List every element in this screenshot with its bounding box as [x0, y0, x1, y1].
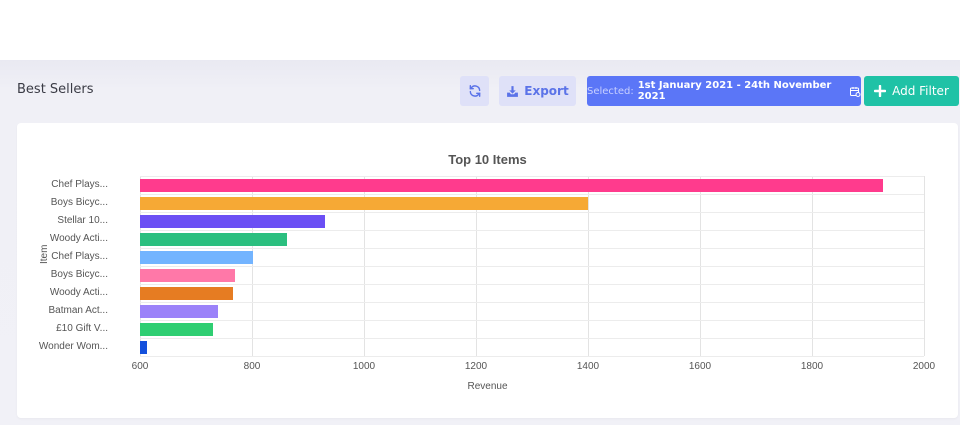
date-range-value: 1st January 2021 - 24th November 2021	[637, 80, 832, 102]
y-gridline	[140, 248, 924, 249]
date-range-button[interactable]: Selected: 1st January 2021 - 24th Novemb…	[587, 76, 861, 106]
x-tick-label: 800	[243, 361, 261, 372]
y-tick-label: Boys Bicyc...	[50, 197, 108, 208]
y-tick-label: Wonder Wom...	[38, 341, 108, 352]
bar[interactable]	[140, 268, 236, 282]
y-gridline	[140, 266, 924, 267]
chart-card: Top 10 Items Item 600 800 1000 1200 1400 1600…	[17, 123, 958, 418]
top-bar	[0, 0, 960, 60]
y-tick-label: Woody Acti...	[49, 233, 108, 244]
bar[interactable]	[140, 286, 233, 300]
add-filter-label: Add Filter	[892, 84, 949, 98]
export-button[interactable]: Export	[499, 76, 576, 106]
x-tick-label: 1000	[352, 361, 376, 372]
y-gridline	[140, 176, 924, 177]
y-gridline	[140, 320, 924, 321]
x-tick-label: 1200	[464, 361, 488, 372]
calendar-icon	[850, 86, 861, 97]
x-tick-label: 1800	[800, 361, 824, 372]
y-gridline	[140, 284, 924, 285]
download-tray-icon	[507, 85, 519, 97]
refresh-icon	[469, 85, 480, 97]
x-gridline	[924, 176, 925, 356]
y-gridline	[140, 338, 924, 339]
y-tick-label: £10 Gift V...	[56, 323, 108, 334]
add-filter-button[interactable]: Add Filter	[864, 76, 959, 106]
y-tick-label: Boys Bicyc...	[50, 269, 108, 280]
y-gridline	[140, 212, 924, 213]
bar[interactable]	[140, 340, 147, 354]
content-area: Best Sellers Export Selected: 1st Januar…	[0, 60, 960, 425]
page-title: Best Sellers	[17, 82, 94, 97]
y-gridline	[140, 194, 924, 195]
y-tick-label: Stellar 10...	[57, 215, 108, 226]
date-prefix: Selected:	[587, 85, 634, 97]
bar[interactable]	[140, 322, 213, 336]
x-tick-label: 1600	[688, 361, 712, 372]
y-gridline	[140, 230, 924, 231]
bar[interactable]	[140, 196, 588, 210]
bar[interactable]	[140, 214, 325, 228]
refresh-button[interactable]	[460, 76, 489, 106]
y-tick-label: Chef Plays...	[51, 179, 108, 190]
y-gridline	[140, 302, 924, 303]
x-axis-title: Revenue	[467, 381, 508, 392]
bar[interactable]	[140, 178, 884, 192]
bar[interactable]	[140, 232, 287, 246]
chart-title: Top 10 Items	[448, 152, 527, 167]
y-tick-label: Chef Plays...	[51, 251, 108, 262]
x-tick-label: 2000	[912, 361, 936, 372]
y-tick-label: Woody Acti...	[49, 287, 108, 298]
bar-chart-plot: 600 800 1000 1200 1400 1600 1800 2000 Chef Plays…	[39, 176, 935, 372]
y-gridline	[140, 356, 924, 357]
bar[interactable]	[140, 304, 218, 318]
export-label: Export	[524, 84, 569, 98]
y-tick-label: Batman Act...	[48, 305, 108, 316]
x-tick-label: 1400	[576, 361, 600, 372]
x-tick-label: 600	[131, 361, 149, 372]
bar[interactable]	[140, 250, 254, 264]
plus-icon	[874, 85, 887, 97]
